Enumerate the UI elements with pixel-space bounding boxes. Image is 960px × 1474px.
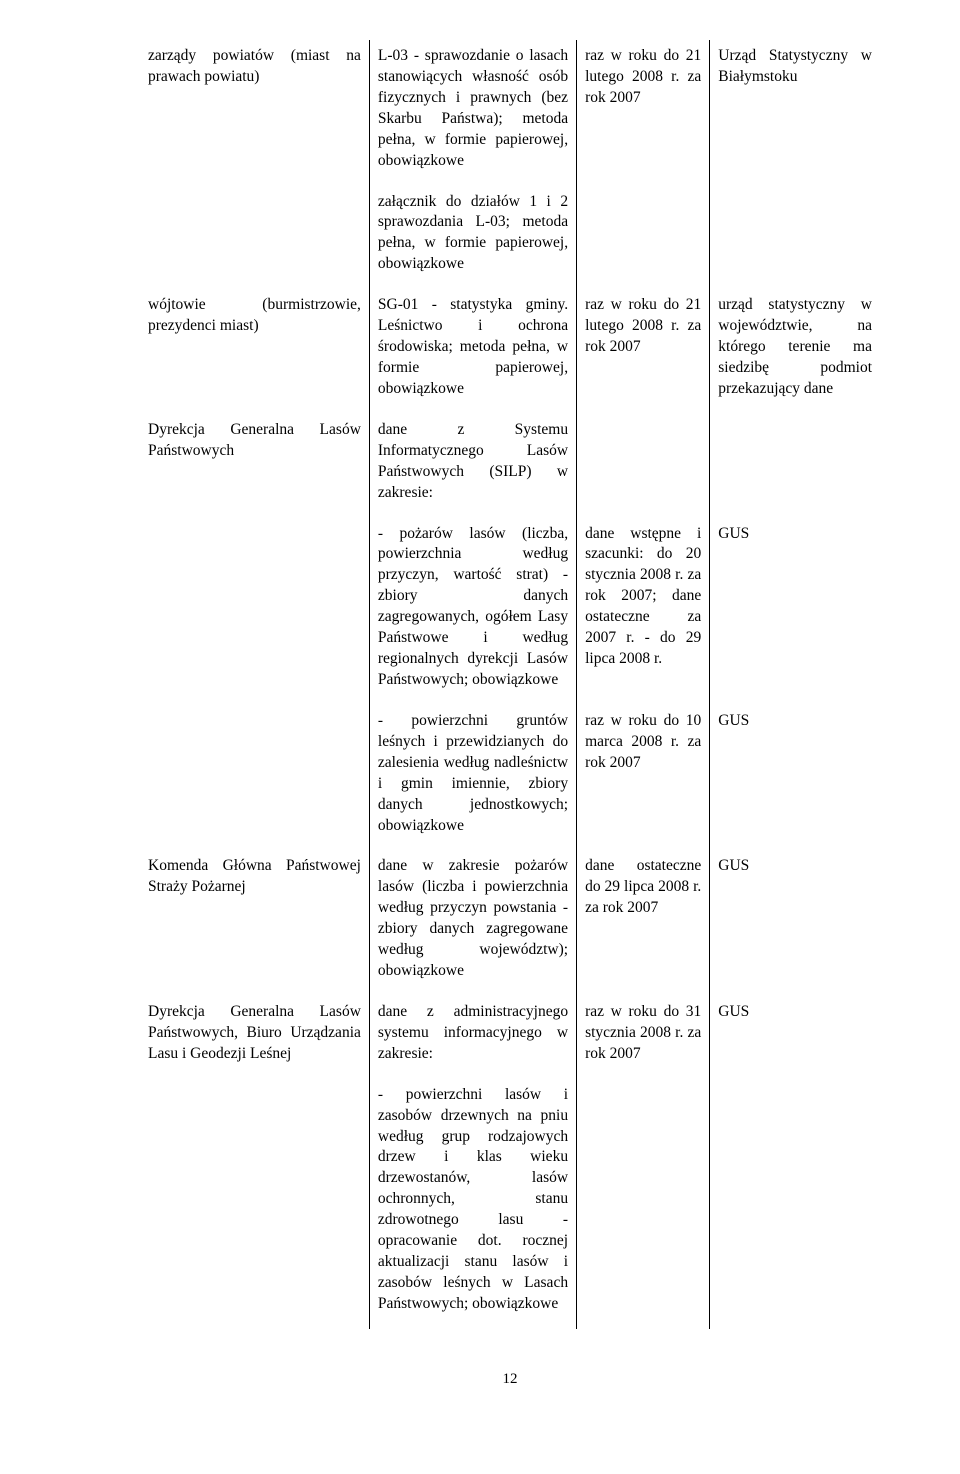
cell-frequency [577, 1079, 710, 1329]
document-page: zarządy powiatów (miast na prawach powia… [0, 0, 960, 1438]
cell-recipient: GUS [710, 996, 880, 1079]
cell-description: - powierzchni gruntów leśnych i przewidz… [369, 705, 576, 851]
table-row: Komenda Główna Państwowej Straży Pożarne… [140, 850, 880, 996]
cell-description: SG-01 - statystyka gminy. Leśnictwo i oc… [369, 289, 576, 414]
cell-subject [140, 705, 369, 851]
cell-subject [140, 518, 369, 705]
cell-description: dane w zakresie pożarów lasów (liczba i … [369, 850, 576, 996]
cell-description: - pożarów lasów (liczba, powierzchnia we… [369, 518, 576, 705]
table-row: - powierzchni gruntów leśnych i przewidz… [140, 705, 880, 851]
table-row: - pożarów lasów (liczba, powierzchnia we… [140, 518, 880, 705]
data-table: zarządy powiatów (miast na prawach powia… [140, 40, 880, 1329]
table-row: zarządy powiatów (miast na prawach powia… [140, 40, 880, 186]
cell-subject [140, 186, 369, 290]
table-row: - powierzchni lasów i zasobów drzewnych … [140, 1079, 880, 1329]
cell-recipient [710, 186, 880, 290]
cell-description: L-03 - sprawozdanie o lasach stanowiącyc… [369, 40, 576, 186]
cell-description: - powierzchni lasów i zasobów drzewnych … [369, 1079, 576, 1329]
cell-recipient: GUS [710, 705, 880, 851]
table-row: wójtowie (burmistrzowie, prezydenci mias… [140, 289, 880, 414]
table-row: Dyrekcja Generalna Lasów Państwowych dan… [140, 414, 880, 518]
cell-description: dane z Systemu Informatycznego Lasów Pań… [369, 414, 576, 518]
cell-subject: wójtowie (burmistrzowie, prezydenci mias… [140, 289, 369, 414]
cell-frequency: raz w roku do 31 stycznia 2008 r. za rok… [577, 996, 710, 1079]
cell-frequency [577, 186, 710, 290]
cell-subject: Dyrekcja Generalna Lasów Państwowych [140, 414, 369, 518]
cell-recipient: Urząd Statystyczny w Białymstoku [710, 40, 880, 186]
cell-subject: Dyrekcja Generalna Lasów Państwowych, Bi… [140, 996, 369, 1079]
cell-subject [140, 1079, 369, 1329]
table-row: Dyrekcja Generalna Lasów Państwowych, Bi… [140, 996, 880, 1079]
page-number: 12 [140, 1371, 880, 1388]
cell-frequency: raz w roku do 21 lutego 2008 r. za rok 2… [577, 40, 710, 186]
cell-recipient [710, 1079, 880, 1329]
cell-frequency: dane ostateczne do 29 lipca 2008 r. za r… [577, 850, 710, 996]
cell-subject: Komenda Główna Państwowej Straży Pożarne… [140, 850, 369, 996]
cell-recipient [710, 414, 880, 518]
cell-subject: zarządy powiatów (miast na prawach powia… [140, 40, 369, 186]
cell-frequency: dane wstępne i szacunki: do 20 stycznia … [577, 518, 710, 705]
cell-recipient: GUS [710, 518, 880, 705]
cell-recipient: GUS [710, 850, 880, 996]
cell-frequency: raz w roku do 10 marca 2008 r. za rok 20… [577, 705, 710, 851]
cell-description: załącznik do działów 1 i 2 sprawozdania … [369, 186, 576, 290]
table-row: załącznik do działów 1 i 2 sprawozdania … [140, 186, 880, 290]
cell-frequency [577, 414, 710, 518]
cell-recipient: urząd statystyczny w województwie, na kt… [710, 289, 880, 414]
cell-description: dane z administracyjnego systemu informa… [369, 996, 576, 1079]
table-body: zarządy powiatów (miast na prawach powia… [140, 40, 880, 1329]
cell-frequency: raz w roku do 21 lutego 2008 r. za rok 2… [577, 289, 710, 414]
